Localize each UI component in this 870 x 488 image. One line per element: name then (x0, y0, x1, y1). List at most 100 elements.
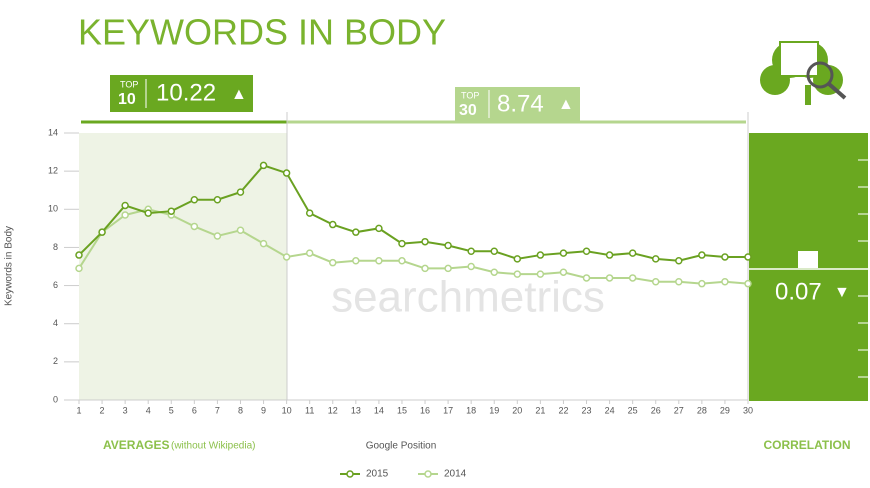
point (444, 264, 452, 273)
x-tick-label: 16 (420, 405, 430, 415)
point (121, 201, 129, 210)
point (352, 228, 360, 236)
correlation-marker (798, 251, 818, 268)
point (236, 226, 245, 235)
point (190, 222, 199, 231)
point (421, 237, 429, 246)
point (121, 211, 129, 219)
top10-label: TOP (120, 79, 138, 89)
point (421, 264, 429, 273)
point (144, 209, 152, 217)
point (305, 209, 314, 217)
point (490, 268, 498, 276)
x-tick-label: 22 (558, 405, 568, 415)
top10-rank: 10 (118, 91, 136, 108)
legend-label: 2015 (366, 469, 389, 480)
x-tick-label: 27 (674, 405, 684, 415)
x-tick-label: 13 (351, 405, 361, 415)
averages-label: AVERAGES (103, 438, 169, 452)
x-tick-label: 3 (123, 405, 128, 415)
point (744, 279, 752, 288)
x-tick-label: 5 (169, 405, 174, 415)
point (698, 279, 706, 288)
legend-marker (424, 470, 432, 478)
point (559, 268, 568, 276)
point (329, 220, 337, 229)
point (628, 274, 637, 282)
correlation-ticks (858, 159, 868, 378)
correlation-label: CORRELATION (763, 438, 850, 452)
x-tick-label: 2 (100, 405, 105, 415)
legend-marker (346, 470, 354, 478)
point (605, 251, 614, 259)
point (259, 161, 268, 170)
x-tick-label: 6 (192, 405, 197, 415)
legend-label: 2014 (444, 469, 467, 480)
top30-label: TOP (461, 90, 479, 100)
y-tick-label: 0 (53, 394, 58, 404)
x-tick-label: 7 (215, 405, 220, 415)
point (490, 247, 498, 255)
x-tick-label: 30 (743, 405, 753, 415)
point (605, 274, 614, 282)
point (213, 196, 222, 204)
x-tick-label: 9 (261, 405, 266, 415)
point (398, 257, 406, 265)
point (467, 247, 475, 255)
point (628, 249, 637, 257)
x-tick-label: 29 (720, 405, 730, 415)
correlation-trend: ▼ (834, 284, 850, 301)
point (467, 262, 475, 271)
series-line (78, 164, 748, 262)
point (236, 188, 245, 196)
chart-title: KEYWORDS IN BODY (78, 12, 446, 53)
point (282, 169, 291, 177)
x-tick-label: 18 (466, 405, 476, 415)
x-tick-label: 1 (76, 405, 81, 415)
point (744, 253, 752, 261)
series-line (78, 208, 749, 285)
point (190, 196, 199, 204)
y-tick-label: 6 (53, 280, 58, 290)
x-tick-label: 25 (628, 405, 638, 415)
point (329, 258, 337, 267)
point (375, 224, 383, 233)
x-tick-label: 8 (238, 405, 243, 415)
x-tick-label: 26 (651, 405, 661, 415)
x-tick-label: 17 (443, 405, 453, 415)
logo (760, 41, 847, 105)
y-tick-label: 8 (53, 242, 58, 252)
point (75, 264, 83, 273)
point (259, 239, 268, 248)
top30-trend: ▲ (558, 96, 574, 113)
x-tick-label: 15 (397, 405, 407, 415)
y-axis-label: Keywords in Body (4, 226, 15, 306)
y-tick-label: 10 (48, 204, 58, 214)
x-tick-label: 28 (697, 405, 707, 415)
point (444, 241, 452, 250)
point (213, 232, 222, 240)
x-tick-label: 10 (282, 405, 292, 415)
y-tick-label: 12 (48, 166, 58, 176)
averages-note: (without Wikipedia) (171, 441, 255, 452)
point (721, 278, 729, 286)
point (375, 257, 383, 265)
x-tick-label: 21 (535, 405, 545, 415)
point (582, 247, 591, 255)
point (536, 251, 545, 259)
x-tick-label: 23 (582, 405, 592, 415)
point (352, 257, 360, 265)
correlation-value: 0.07 (775, 278, 822, 305)
watermark: searchmetrics (331, 273, 605, 322)
point (167, 207, 176, 215)
point (513, 255, 522, 263)
x-tick-label: 20 (512, 405, 522, 415)
x-tick-label: 11 (305, 405, 314, 415)
point (698, 251, 706, 259)
top10-trend: ▲ (231, 86, 247, 103)
top30-rank: 30 (459, 102, 477, 119)
point (582, 274, 591, 282)
x-axis-label: Google Position (366, 441, 437, 452)
point (98, 228, 106, 236)
